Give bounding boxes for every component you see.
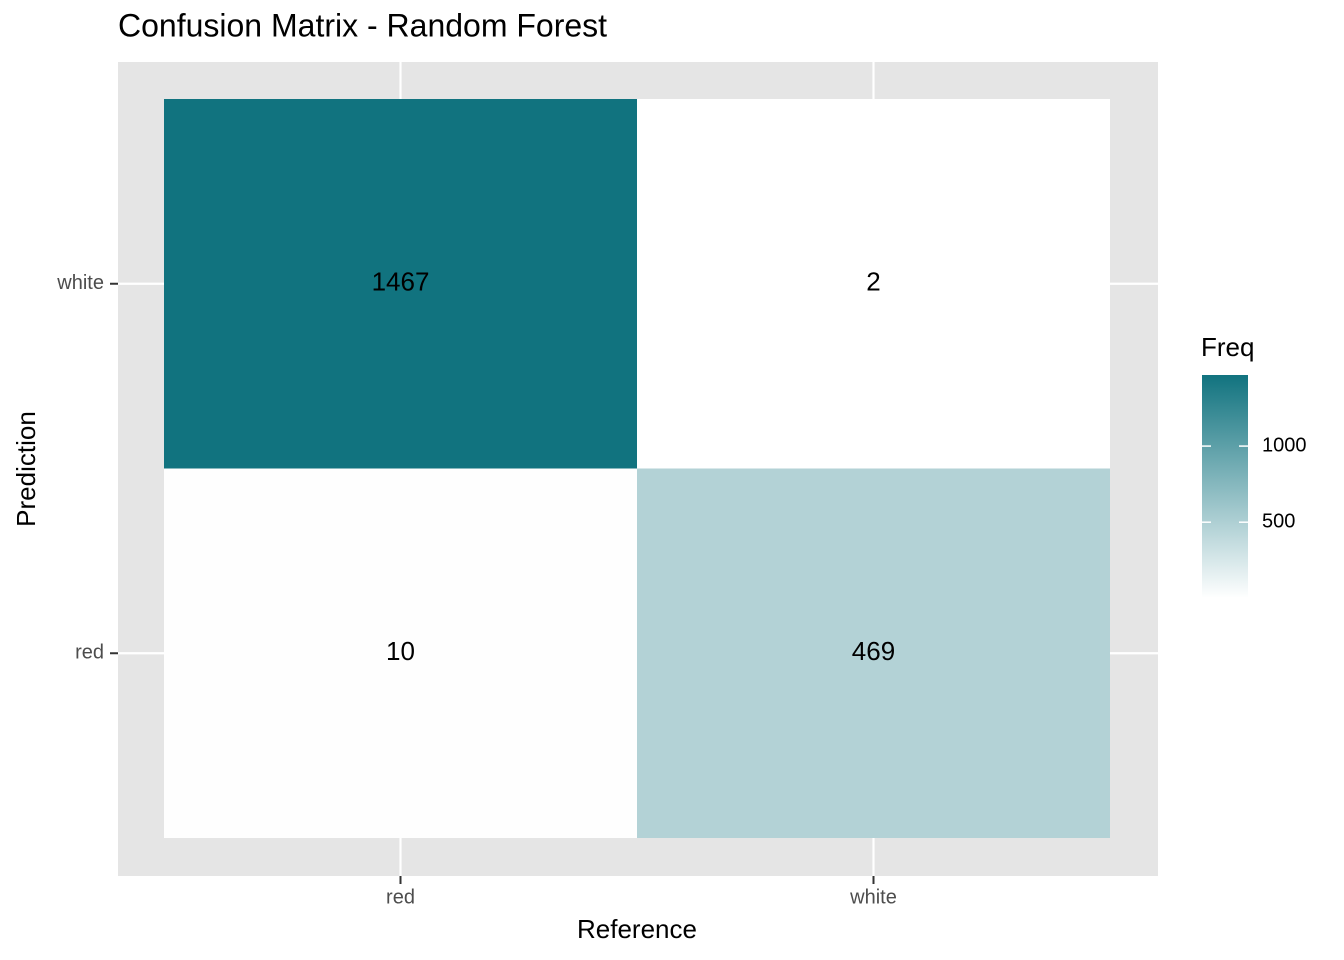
heatmap-cell: [164, 99, 637, 469]
heatmap-cell: [637, 468, 1110, 838]
x-tick-label: white: [849, 886, 897, 908]
legend-title: Freq: [1201, 332, 1254, 362]
y-tick-label: red: [75, 642, 104, 664]
cell-label: 1467: [372, 267, 430, 297]
colorbar: [1202, 375, 1248, 598]
y-tick-label: white: [56, 272, 104, 294]
heatmap-cell: [637, 99, 1110, 469]
cell-label: 2: [866, 267, 880, 297]
y-axis-label: Prediction: [11, 411, 41, 527]
chart-title: Confusion Matrix - Random Forest: [118, 7, 607, 43]
colorbar-tick-label: 1000: [1262, 434, 1307, 456]
cell-label: 469: [852, 636, 895, 666]
x-tick-label: red: [386, 886, 415, 908]
heatmap-cell: [164, 468, 637, 838]
colorbar-tick-label: 500: [1262, 510, 1295, 532]
cell-label: 10: [386, 636, 415, 666]
x-axis-label: Reference: [577, 914, 697, 944]
